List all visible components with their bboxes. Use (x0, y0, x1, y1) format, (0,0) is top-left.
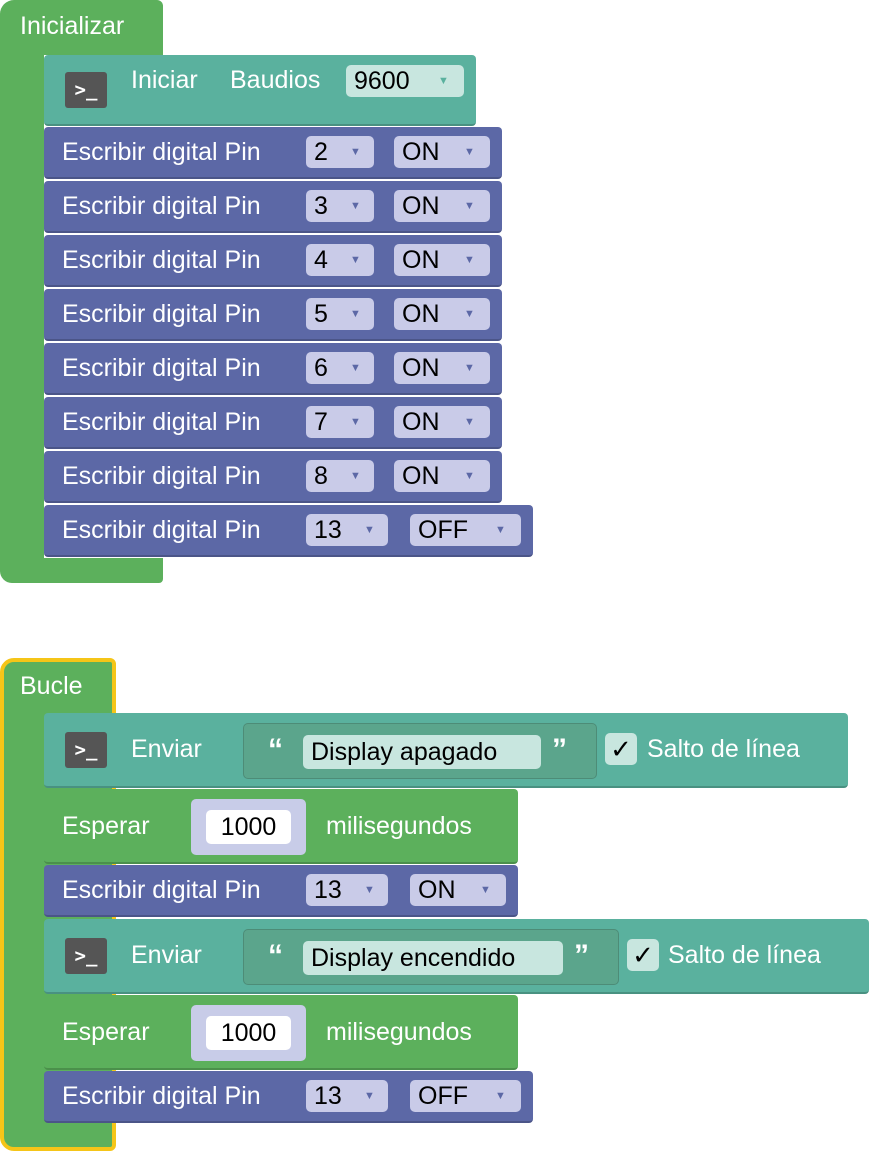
chevron-down-icon: ▼ (438, 75, 449, 87)
text-string-block[interactable]: “ Display encendido ” (243, 929, 619, 985)
digital-write-block[interactable]: Escribir digital Pin 2 ▼ ON ▼ (44, 127, 502, 179)
state-dropdown[interactable]: ON ▼ (394, 406, 490, 438)
chevron-down-icon: ▼ (364, 884, 375, 896)
serial-print-label: Enviar (131, 735, 202, 763)
pin-dropdown[interactable]: 8 ▼ (306, 460, 374, 492)
newline-checkbox[interactable]: ✓ (605, 733, 637, 765)
newline-label: Salto de línea (647, 735, 800, 763)
delay-block[interactable]: Esperar 1000 milisegundos (44, 995, 518, 1070)
open-quote: “ (268, 733, 283, 766)
chevron-down-icon: ▼ (495, 524, 506, 536)
pin-dropdown[interactable]: 4 ▼ (306, 244, 374, 276)
chevron-down-icon: ▼ (464, 146, 475, 158)
baud-value: 9600 (354, 67, 410, 95)
string-field[interactable]: Display apagado (303, 735, 541, 769)
delay-unit-label: milisegundos (326, 812, 472, 840)
number-block[interactable]: 1000 (191, 1005, 306, 1061)
pin-dropdown[interactable]: 13 ▼ (306, 514, 388, 546)
digital-write-label: Escribir digital Pin (62, 192, 261, 220)
state-dropdown[interactable]: ON ▼ (394, 460, 490, 492)
chevron-down-icon: ▼ (464, 416, 475, 428)
digital-write-block[interactable]: Escribir digital Pin 13 ▼ OFF ▼ (44, 1071, 533, 1123)
digital-write-block[interactable]: Escribir digital Pin 3 ▼ ON ▼ (44, 181, 502, 233)
digital-write-label: Escribir digital Pin (62, 246, 261, 274)
chevron-down-icon: ▼ (350, 416, 361, 428)
delay-label: Esperar (62, 812, 150, 840)
state-dropdown[interactable]: ON ▼ (394, 298, 490, 330)
digital-write-block[interactable]: Escribir digital Pin 4 ▼ ON ▼ (44, 235, 502, 287)
newline-label: Salto de línea (668, 941, 821, 969)
chevron-down-icon: ▼ (464, 200, 475, 212)
digital-write-label: Escribir digital Pin (62, 300, 261, 328)
state-dropdown[interactable]: OFF ▼ (410, 1080, 521, 1112)
delay-block[interactable]: Esperar 1000 milisegundos (44, 789, 518, 864)
state-dropdown[interactable]: ON ▼ (410, 874, 506, 906)
string-value: Display apagado (311, 738, 498, 766)
state-dropdown[interactable]: ON ▼ (394, 190, 490, 222)
chevron-down-icon: ▼ (464, 470, 475, 482)
string-value: Display encendido (311, 944, 516, 972)
delay-label: Esperar (62, 1018, 150, 1046)
close-quote: ” (552, 733, 567, 766)
delay-value-field[interactable]: 1000 (206, 1016, 291, 1050)
digital-write-label: Escribir digital Pin (62, 876, 261, 904)
state-dropdown[interactable]: OFF ▼ (410, 514, 521, 546)
state-dropdown[interactable]: ON ▼ (394, 136, 490, 168)
string-field[interactable]: Display encendido (303, 941, 563, 975)
chevron-down-icon: ▼ (350, 200, 361, 212)
text-string-block[interactable]: “ Display apagado ” (243, 723, 597, 779)
pin-dropdown[interactable]: 13 ▼ (306, 874, 388, 906)
terminal-icon: >_ (65, 938, 107, 974)
serial-begin-block[interactable]: >_ Iniciar Baudios 9600 ▼ (44, 55, 476, 126)
pin-dropdown[interactable]: 2 ▼ (306, 136, 374, 168)
digital-write-block[interactable]: Escribir digital Pin 7 ▼ ON ▼ (44, 397, 502, 449)
state-dropdown[interactable]: ON ▼ (394, 244, 490, 276)
delay-unit-label: milisegundos (326, 1018, 472, 1046)
chevron-down-icon: ▼ (364, 524, 375, 536)
digital-write-label: Escribir digital Pin (62, 354, 261, 382)
state-dropdown[interactable]: ON ▼ (394, 352, 490, 384)
chevron-down-icon: ▼ (350, 254, 361, 266)
baud-dropdown[interactable]: 9600 ▼ (346, 65, 464, 97)
terminal-icon: >_ (65, 72, 107, 108)
number-block[interactable]: 1000 (191, 799, 306, 855)
loop-hat-label: Bucle (20, 672, 83, 700)
chevron-down-icon: ▼ (350, 470, 361, 482)
serial-print-block[interactable]: >_ Enviar “ Display apagado ” ✓ Salto de… (44, 713, 848, 788)
close-quote: ” (574, 939, 589, 972)
serial-print-label: Enviar (131, 941, 202, 969)
chevron-down-icon: ▼ (350, 362, 361, 374)
digital-write-block[interactable]: Escribir digital Pin 13 ▼ OFF ▼ (44, 505, 533, 557)
terminal-icon: >_ (65, 732, 107, 768)
digital-write-label: Escribir digital Pin (62, 408, 261, 436)
digital-write-block[interactable]: Escribir digital Pin 5 ▼ ON ▼ (44, 289, 502, 341)
chevron-down-icon: ▼ (350, 308, 361, 320)
digital-write-block[interactable]: Escribir digital Pin 13 ▼ ON ▼ (44, 865, 518, 917)
newline-checkbox[interactable]: ✓ (627, 939, 659, 971)
delay-value-field[interactable]: 1000 (206, 810, 291, 844)
chevron-down-icon: ▼ (350, 146, 361, 158)
chevron-down-icon: ▼ (495, 1090, 506, 1102)
chevron-down-icon: ▼ (480, 884, 491, 896)
setup-hat-label: Inicializar (20, 12, 125, 40)
chevron-down-icon: ▼ (464, 362, 475, 374)
pin-dropdown[interactable]: 5 ▼ (306, 298, 374, 330)
pin-dropdown[interactable]: 7 ▼ (306, 406, 374, 438)
digital-write-label: Escribir digital Pin (62, 138, 261, 166)
serial-begin-label: Iniciar (131, 66, 198, 94)
digital-write-block[interactable]: Escribir digital Pin 8 ▼ ON ▼ (44, 451, 502, 503)
chevron-down-icon: ▼ (364, 1090, 375, 1102)
digital-write-label: Escribir digital Pin (62, 462, 261, 490)
digital-write-label: Escribir digital Pin (62, 1082, 261, 1110)
digital-write-block[interactable]: Escribir digital Pin 6 ▼ ON ▼ (44, 343, 502, 395)
pin-dropdown[interactable]: 3 ▼ (306, 190, 374, 222)
open-quote: “ (268, 939, 283, 972)
serial-print-block[interactable]: >_ Enviar “ Display encendido ” ✓ Salto … (44, 919, 869, 994)
chevron-down-icon: ▼ (464, 308, 475, 320)
pin-dropdown[interactable]: 13 ▼ (306, 1080, 388, 1112)
baud-label: Baudios (230, 66, 321, 94)
chevron-down-icon: ▼ (464, 254, 475, 266)
pin-dropdown[interactable]: 6 ▼ (306, 352, 374, 384)
digital-write-label: Escribir digital Pin (62, 516, 261, 544)
